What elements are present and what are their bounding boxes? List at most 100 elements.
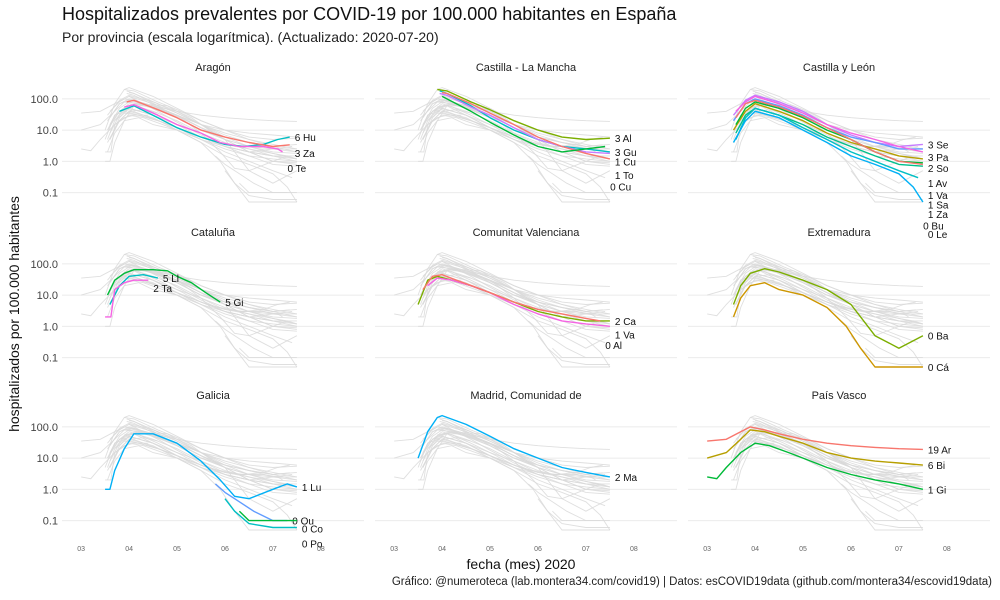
background-line [420, 282, 610, 368]
background-line [420, 263, 610, 315]
background-line [418, 433, 611, 500]
background-line [81, 98, 297, 122]
background-line [735, 437, 785, 468]
series-end-label: 3 Gu [615, 148, 637, 159]
background-line [850, 498, 923, 528]
background-line [731, 433, 924, 500]
series-end-label: 0 Le [928, 230, 948, 241]
series-end-label: 5 Gi [225, 298, 243, 309]
x-tick-label: 08 [630, 546, 638, 553]
background-line [422, 437, 472, 468]
series-end-label: 3 Pa [928, 153, 949, 164]
x-tick-label: 07 [269, 546, 277, 553]
x-tick-label: 04 [125, 546, 133, 553]
background-line [417, 87, 610, 150]
x-tick-label: 06 [221, 546, 229, 553]
background-line [730, 252, 923, 315]
background-line [427, 440, 610, 490]
series-end-label: 0 Co [302, 525, 324, 536]
panel: Galicia 0.1 1.0 10.0 100.0 03 04 05 06 07 08 1 Lu 0 … [30, 390, 364, 553]
background-line [107, 103, 297, 160]
series-line [441, 91, 611, 160]
background-line [537, 335, 610, 365]
y-tick-label: 100.0 [30, 259, 58, 271]
panel: Madrid, Comunidad de 03 04 05 06 07 08 2 Ma [375, 390, 677, 553]
background-line [81, 429, 297, 466]
x-tick-label: 06 [534, 546, 542, 553]
series-end-label: 0 Te [288, 164, 307, 175]
panel-title: Madrid, Comunidad de [470, 390, 581, 402]
series-line [224, 498, 297, 529]
panel-title: Cataluña [191, 227, 236, 239]
series-end-label: 1 Va [615, 330, 635, 341]
background-line [107, 422, 297, 475]
series-line [707, 429, 923, 466]
series-line [735, 107, 923, 167]
background-line [394, 429, 610, 466]
background-line [537, 170, 610, 200]
series-line [732, 94, 923, 148]
series-end-label: 3 Al [615, 134, 632, 145]
panel: Extremadura 0 Ba 0 Cá [688, 227, 990, 374]
panel: Castilla y León 3 Se 3 Pa2 So 1 Av1 Va1 Sa1… [688, 62, 990, 241]
background-line [552, 510, 610, 522]
panel-title: Comunitat Valenciana [473, 227, 581, 239]
panel-title: Castilla y León [803, 62, 875, 74]
background-line [850, 170, 923, 200]
background-line [730, 415, 923, 478]
panel-title: País Vasco [812, 390, 867, 402]
background-line [224, 335, 297, 365]
background-line [81, 426, 297, 450]
series-line [735, 95, 924, 153]
y-tick-label: 0.1 [43, 353, 58, 365]
background-line [537, 498, 610, 528]
background-line [865, 182, 923, 194]
series-line [109, 274, 159, 305]
series-line [422, 274, 601, 322]
background-line [104, 252, 297, 315]
background-line [81, 114, 297, 162]
series-end-label: 2 Ca [615, 317, 637, 328]
x-tick-label: 07 [582, 546, 590, 553]
background-line [239, 182, 297, 194]
series-line [126, 99, 290, 148]
background-line [107, 259, 297, 312]
x-tick-label: 05 [799, 546, 807, 553]
background-line [420, 94, 610, 147]
background-line [394, 426, 610, 450]
panel: Castilla - La Mancha 3 Al 3 Gu1 Cu 1 To0 Cu [375, 62, 677, 203]
y-tick-label: 10.0 [37, 453, 58, 465]
background-line [394, 101, 610, 138]
background-line [81, 442, 297, 490]
series-end-label: 3 Za [295, 149, 315, 160]
background-line [418, 270, 611, 337]
series-end-label: 0 Po [302, 540, 323, 551]
x-tick-label: 08 [317, 546, 325, 553]
background-line [104, 415, 297, 478]
series-end-label: 19 Ar [928, 445, 952, 456]
background-line [733, 259, 923, 312]
series-end-label: 2 Ma [615, 473, 638, 484]
chart-subtitle: Por provincia (escala logarítmica). (Act… [62, 29, 439, 45]
x-tick-label: 05 [486, 546, 494, 553]
background-line [552, 182, 610, 194]
y-tick-label: 1.0 [43, 321, 58, 333]
series-line [707, 426, 923, 451]
x-tick-label: 03 [703, 546, 711, 553]
panel: País Vasco 03 04 05 06 07 08 19 Ar 6 Bi 1 Gi [688, 390, 990, 553]
series-end-label: 1 To [615, 171, 634, 182]
x-tick-label: 06 [847, 546, 855, 553]
background-line [427, 112, 610, 162]
x-tick-label: 03 [77, 546, 85, 553]
background-line [114, 440, 297, 490]
y-tick-label: 0.1 [43, 188, 58, 200]
series-line [735, 99, 923, 166]
y-axis-title: hospitalizados por 100.000 habitantes [6, 196, 22, 432]
background-line [239, 347, 297, 359]
background-line [109, 274, 288, 322]
chart-caption: Gráfico: @numeroteca (lab.montera34.com/… [391, 576, 992, 588]
x-tick-label: 05 [173, 546, 181, 553]
y-tick-label: 1.0 [43, 484, 58, 496]
series-line [437, 88, 610, 141]
series-end-label: 2 So [928, 164, 949, 175]
